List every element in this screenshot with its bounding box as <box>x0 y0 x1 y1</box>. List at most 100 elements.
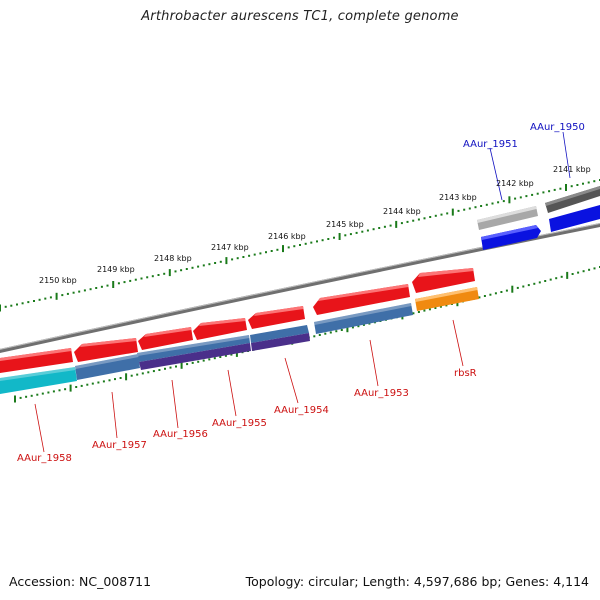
outer-tick-minor <box>344 234 347 237</box>
inner-tick-major <box>180 361 183 369</box>
outer-tick-minor <box>236 257 239 260</box>
outer-tick-minor <box>208 263 211 266</box>
inner-tick-minor <box>527 284 530 287</box>
outer-tick-major <box>451 208 454 216</box>
inner-tick-minor <box>516 286 519 289</box>
outer-tick-minor <box>185 268 188 270</box>
inner-tick-minor <box>91 382 94 385</box>
inner-tick-minor <box>533 282 536 285</box>
gene-inner-highlights <box>0 303 412 381</box>
outer-tick-minor <box>417 218 420 221</box>
outer-tick-major <box>225 257 228 265</box>
inner-tick-minor <box>368 322 371 325</box>
inner-tick-minor <box>340 329 343 331</box>
gene-label-aaur-1955: AAur_1955 <box>212 418 267 429</box>
outer-tick-minor <box>531 193 534 196</box>
inner-tick-minor <box>191 361 194 364</box>
inner-tick-minor <box>169 366 172 369</box>
inner-tick-minor <box>152 370 155 373</box>
outer-tick-minor <box>242 256 245 258</box>
outer-tick-minor <box>349 233 352 236</box>
inner-tick-minor <box>428 308 431 311</box>
outer-tick-minor <box>174 270 177 273</box>
inner-tick-minor <box>175 365 177 368</box>
outer-tick-minor <box>366 229 369 232</box>
outer-tick-minor <box>389 224 392 227</box>
inner-tick-minor <box>439 305 442 308</box>
inner-tick-minor <box>219 356 222 358</box>
inner-tick-minor <box>75 386 78 388</box>
inner-tick-minor <box>412 312 415 315</box>
outer-tick-minor <box>406 220 409 223</box>
outer-tick-minor <box>327 238 330 240</box>
gene-label-aaur-1956: AAur_1956 <box>153 429 208 440</box>
outer-tick-major <box>338 233 341 240</box>
inner-tick-minor <box>560 275 563 278</box>
outer-tick-major <box>565 184 567 191</box>
outer-tick-minor <box>293 245 296 248</box>
inner-tick-minor <box>549 278 552 281</box>
outer-tick-minor <box>27 301 30 304</box>
outer-tick-major <box>168 269 171 277</box>
outer-tick-minor <box>287 246 290 249</box>
inner-tick-minor <box>136 373 139 376</box>
outer-tick-minor <box>180 269 183 272</box>
inner-tick-minor <box>362 323 365 326</box>
outer-tick-minor <box>514 197 517 200</box>
outer-tick-minor <box>519 196 522 199</box>
inner-tick-major <box>125 373 128 381</box>
outer-tick-major <box>0 304 1 312</box>
gene-aaur-1954-steel <box>250 325 309 343</box>
outer-tick-minor <box>582 182 584 185</box>
outer-tick-minor <box>502 200 505 203</box>
outer-tick-minor <box>333 236 335 239</box>
inner-tick-minor <box>555 277 558 280</box>
gene-aaur-1954-purple <box>251 333 310 351</box>
outer-tick-minor <box>446 212 449 215</box>
outer-tick-minor <box>559 187 562 190</box>
outer-tick-minor <box>253 253 256 256</box>
outer-tick-minor <box>265 251 267 254</box>
inner-tick-minor <box>119 377 122 379</box>
outer-tick-minor <box>49 296 52 299</box>
gene-label-aaur-1957: AAur_1957 <box>92 440 147 451</box>
inner-tick-minor <box>489 293 492 296</box>
outer-tick-minor <box>474 206 477 209</box>
inner-tick-minor <box>97 381 100 384</box>
gene-rbsr-orange <box>415 287 479 311</box>
outer-tick-minor <box>587 181 590 184</box>
inner-tick-minor <box>313 335 316 338</box>
outer-tick-minor <box>276 248 279 251</box>
outer-tick-minor <box>100 285 103 288</box>
tick-label: 2143 kbp <box>439 193 477 202</box>
inner-tick-minor <box>544 280 547 282</box>
gene-labels: AAur_1950 AAur_1951 rbsR AAur_1953 AAur_… <box>17 122 585 464</box>
inner-tick-minor <box>52 390 55 393</box>
inner-tick-minor <box>25 395 28 398</box>
inner-tick-minor <box>19 396 22 399</box>
inner-tick-minor <box>213 357 216 360</box>
outer-tick-minor <box>536 192 539 195</box>
inner-tick-minor <box>147 371 150 374</box>
gene-aaur-1954-red <box>248 306 305 329</box>
outer-tick-minor <box>4 305 7 308</box>
inner-tick-minor <box>505 289 508 292</box>
outer-tick-minor <box>140 277 143 280</box>
inner-tick-major <box>566 271 569 279</box>
gene-label-aaur-1954: AAur_1954 <box>274 405 329 416</box>
inner-tick-minor <box>186 363 189 366</box>
inner-tick-minor <box>500 291 503 293</box>
outer-tick-major <box>55 292 58 300</box>
outer-tick-minor <box>231 258 234 261</box>
inner-tick-minor <box>522 285 525 288</box>
inner-tick-major <box>14 395 16 403</box>
outer-tick-minor <box>316 240 318 243</box>
inner-tick-minor <box>130 374 133 377</box>
outer-tick-minor <box>355 231 358 234</box>
tick-label: 2145 kbp <box>326 220 364 229</box>
outer-tick-minor <box>38 298 41 301</box>
gene-red-highlights <box>0 268 474 361</box>
inner-tick-minor <box>47 391 50 394</box>
outer-tick-minor <box>146 276 149 279</box>
